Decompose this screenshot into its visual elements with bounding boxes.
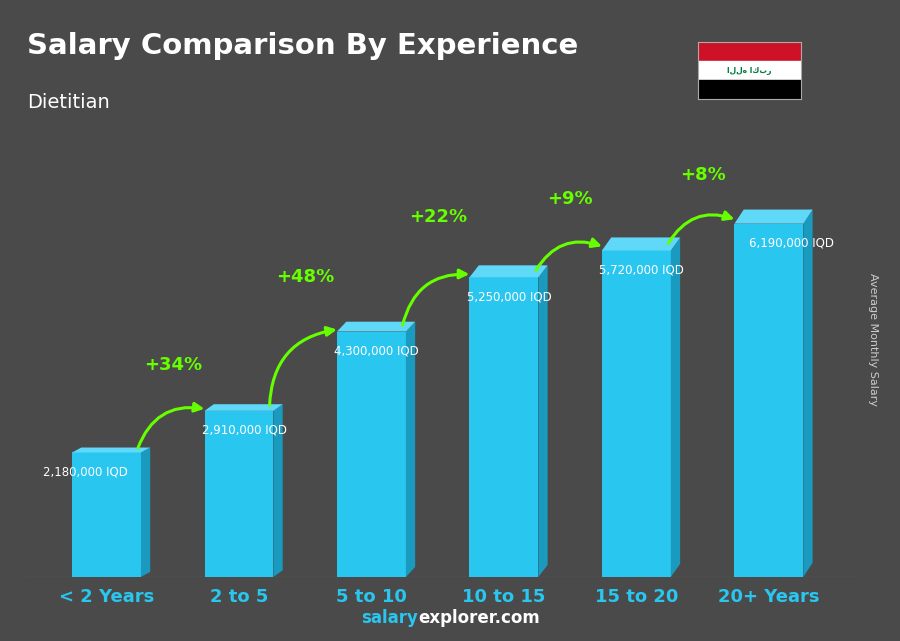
Polygon shape <box>406 322 415 577</box>
Bar <box>698 61 801 80</box>
Polygon shape <box>538 265 547 577</box>
Text: +9%: +9% <box>547 190 593 208</box>
Text: 6,190,000 IQD: 6,190,000 IQD <box>749 237 834 250</box>
Text: salary: salary <box>362 609 418 627</box>
Text: +8%: +8% <box>680 166 725 184</box>
Text: 2,910,000 IQD: 2,910,000 IQD <box>202 424 287 437</box>
Text: explorer.com: explorer.com <box>418 609 540 627</box>
Text: Dietitian: Dietitian <box>27 93 110 112</box>
Polygon shape <box>804 210 813 577</box>
Text: +48%: +48% <box>276 268 334 286</box>
Polygon shape <box>337 322 415 331</box>
Polygon shape <box>274 404 283 577</box>
Polygon shape <box>337 331 406 577</box>
Polygon shape <box>72 447 150 453</box>
Bar <box>698 42 801 61</box>
Text: Salary Comparison By Experience: Salary Comparison By Experience <box>27 32 578 60</box>
Text: +34%: +34% <box>144 356 202 374</box>
Polygon shape <box>602 237 680 251</box>
Polygon shape <box>734 224 804 577</box>
Text: +22%: +22% <box>409 208 467 226</box>
Polygon shape <box>734 210 813 224</box>
Polygon shape <box>141 447 150 577</box>
Polygon shape <box>470 278 538 577</box>
Polygon shape <box>602 251 670 577</box>
Bar <box>698 80 801 99</box>
Text: 4,300,000 IQD: 4,300,000 IQD <box>335 345 419 358</box>
Polygon shape <box>204 404 283 411</box>
Polygon shape <box>204 411 274 577</box>
Text: 5,720,000 IQD: 5,720,000 IQD <box>599 263 684 277</box>
Text: Average Monthly Salary: Average Monthly Salary <box>868 273 878 406</box>
Polygon shape <box>470 265 547 278</box>
Polygon shape <box>670 237 680 577</box>
Text: 5,250,000 IQD: 5,250,000 IQD <box>467 290 552 303</box>
Polygon shape <box>72 453 141 577</box>
Text: الله اكبر: الله اكبر <box>727 66 771 75</box>
Text: 2,180,000 IQD: 2,180,000 IQD <box>43 465 128 479</box>
